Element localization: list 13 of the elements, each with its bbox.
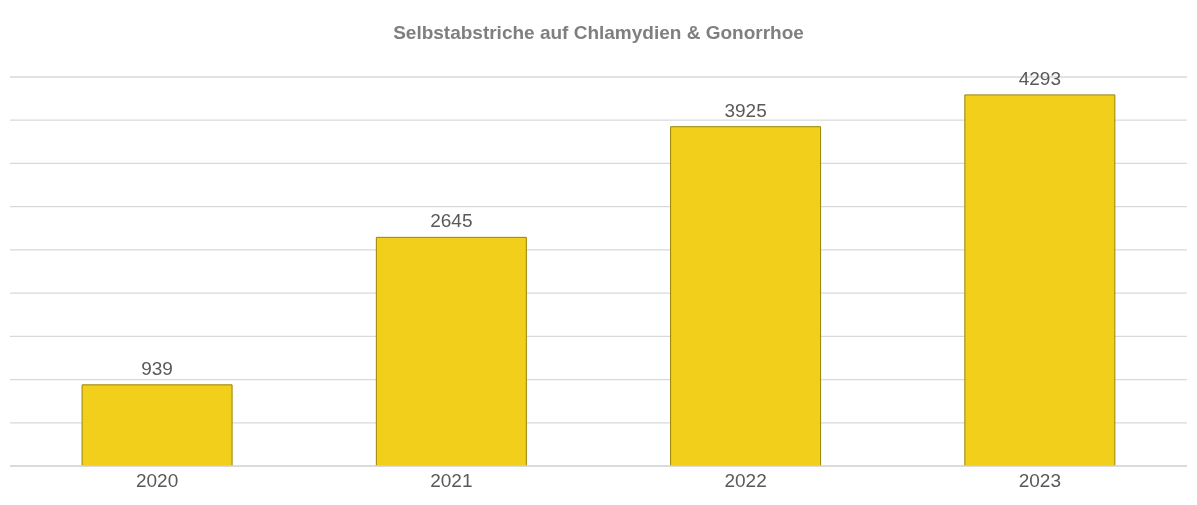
x-tick-label: 2020 — [135, 470, 179, 492]
bar — [375, 236, 527, 466]
data-label: 939 — [141, 357, 173, 379]
data-label: 2645 — [430, 210, 473, 232]
x-tick-label: 2021 — [430, 470, 473, 492]
data-label: 3925 — [724, 99, 767, 121]
chart-title: Selbstabstriche auf Chlamydien & Gonorrhoe — [392, 21, 805, 45]
data-label: 4293 — [1018, 67, 1061, 89]
bar — [81, 384, 233, 466]
bar — [670, 126, 822, 466]
bar — [964, 94, 1116, 466]
x-tick-label: 2022 — [724, 470, 767, 492]
x-tick-label: 2023 — [1018, 470, 1062, 492]
